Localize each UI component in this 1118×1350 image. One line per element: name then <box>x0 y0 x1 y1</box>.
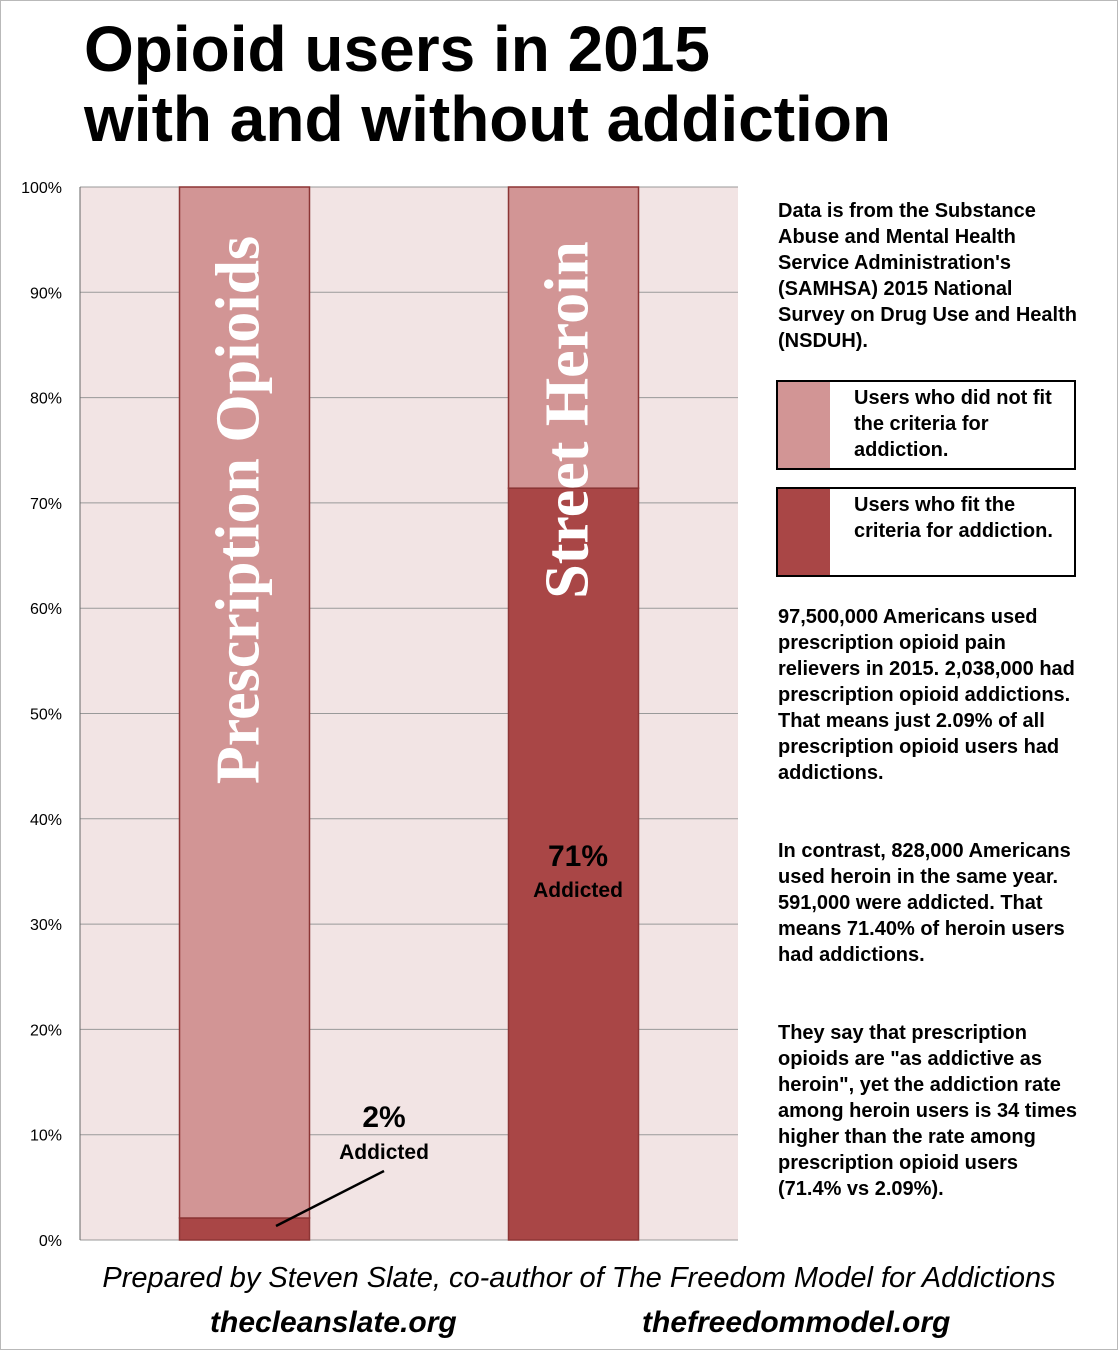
y-tick-label: 80% <box>30 391 62 408</box>
chart-title-line-1: Opioid users in 2015 <box>84 13 710 85</box>
legend-label-addicted: Users who fit the criteria for addiction… <box>854 494 1053 542</box>
legend-item-not-addicted: Users who did not fit the criteria for a… <box>776 380 1076 470</box>
site-link-freedommodel[interactable]: thefreedommodel.org <box>642 1306 951 1339</box>
y-tick-label: 70% <box>30 496 62 513</box>
y-tick-label: 10% <box>30 1128 62 1145</box>
y-tick-label: 60% <box>30 601 62 618</box>
chart-title-line-2: with and without addiction <box>84 83 891 155</box>
y-tick-label: 40% <box>30 812 62 829</box>
bar-segment-street-heroin <box>507 487 640 1241</box>
category-label-street-heroin: Street Heroin <box>534 241 602 599</box>
category-label-prescription-opioids: Prescription Opioids <box>205 236 273 784</box>
legend-swatch-not-addicted <box>778 382 830 468</box>
source-note: Data is from the Substance Abuse and Men… <box>778 200 1077 352</box>
y-tick-label: 0% <box>39 1233 62 1250</box>
data-label-heroin-sub: Addicted <box>533 879 623 902</box>
bar-segment-prescription-opioids <box>178 186 311 1219</box>
prescription-stats-note: 97,500,000 Americans used prescription o… <box>778 606 1075 784</box>
data-label-prescription-sub: Addicted <box>339 1141 429 1164</box>
y-tick-label: 50% <box>30 707 62 724</box>
y-tick-label: 100% <box>21 180 62 197</box>
site-link-cleanslate[interactable]: thecleanslate.org <box>210 1306 457 1339</box>
bar-segment-prescription-opioids <box>178 1217 311 1241</box>
y-tick-label: 30% <box>30 917 62 934</box>
comparison-note: They say that prescription opioids are "… <box>778 1022 1077 1200</box>
heroin-stats-note: In contrast, 828,000 Americans used hero… <box>778 840 1071 966</box>
bar-segment-street-heroin <box>507 186 640 489</box>
credit-line: Prepared by Steven Slate, co-author of T… <box>102 1262 1056 1294</box>
data-label-prescription-value: 2% <box>362 1101 405 1134</box>
data-label-heroin-value: 71% <box>548 840 608 873</box>
legend-swatch-addicted <box>778 489 830 575</box>
legend-item-addicted: Users who fit the criteria for addiction… <box>776 487 1076 577</box>
legend-label-not-addicted: Users who did not fit the criteria for a… <box>854 387 1052 461</box>
y-tick-label: 20% <box>30 1022 62 1039</box>
chart-title: Opioid users in 2015 with and without ad… <box>84 14 1084 154</box>
annotation-leader-line <box>275 1169 385 1228</box>
y-tick-label: 90% <box>30 285 62 302</box>
